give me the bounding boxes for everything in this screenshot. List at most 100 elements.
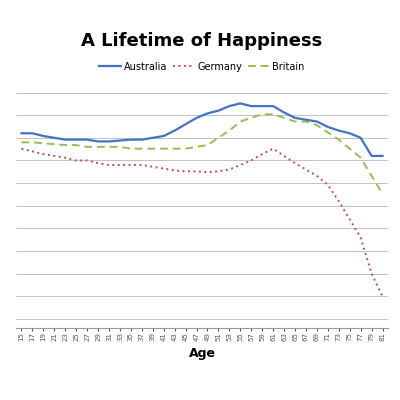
Germany xyxy=(369,271,374,276)
Britain xyxy=(96,144,100,149)
Germany xyxy=(150,164,155,169)
Germany xyxy=(380,294,385,299)
Britain xyxy=(172,146,177,151)
Germany xyxy=(205,170,210,175)
Australia xyxy=(172,128,177,133)
Germany xyxy=(19,146,24,151)
Germany xyxy=(347,217,352,222)
Australia xyxy=(118,138,122,143)
Australia xyxy=(249,104,254,108)
Germany xyxy=(106,162,111,167)
Australia xyxy=(85,137,90,142)
Australia xyxy=(304,117,308,122)
Britain xyxy=(118,144,122,149)
Britain xyxy=(282,116,286,120)
Australia xyxy=(161,134,166,138)
Britain xyxy=(30,140,35,145)
Australia xyxy=(336,128,341,133)
Germany xyxy=(63,155,68,160)
Australia xyxy=(326,124,330,129)
Britain xyxy=(358,155,363,160)
Britain xyxy=(183,146,188,151)
Line: Germany: Germany xyxy=(22,149,382,296)
Germany xyxy=(227,167,232,172)
Britain xyxy=(271,112,276,117)
Australia xyxy=(19,131,24,136)
Britain xyxy=(293,119,298,124)
Britain xyxy=(63,143,68,148)
X-axis label: Age: Age xyxy=(188,347,216,360)
Britain xyxy=(249,116,254,120)
Britain xyxy=(74,143,78,148)
Germany xyxy=(183,169,188,174)
Germany xyxy=(304,167,308,172)
Germany xyxy=(216,169,221,174)
Australia xyxy=(74,137,78,142)
Australia xyxy=(216,108,221,113)
Australia xyxy=(30,131,35,136)
Britain xyxy=(52,142,57,146)
Germany xyxy=(238,162,243,167)
Britain xyxy=(369,174,374,178)
Germany xyxy=(161,166,166,171)
Britain xyxy=(380,192,385,196)
Line: Britain: Britain xyxy=(22,114,382,194)
Britain xyxy=(347,146,352,151)
Germany xyxy=(336,199,341,204)
Germany xyxy=(52,154,57,158)
Australia xyxy=(205,111,210,116)
Australia xyxy=(183,122,188,127)
Britain xyxy=(336,137,341,142)
Germany xyxy=(140,162,144,167)
Australia xyxy=(106,139,111,144)
Australia xyxy=(369,154,374,158)
Australia xyxy=(150,136,155,140)
Germany xyxy=(128,162,133,167)
Germany xyxy=(326,182,330,187)
Australia xyxy=(358,136,363,140)
Britain xyxy=(41,141,46,146)
Britain xyxy=(106,144,111,149)
Britain xyxy=(260,112,264,117)
Australia xyxy=(238,101,243,106)
Australia xyxy=(128,137,133,142)
Britain xyxy=(304,119,308,124)
Germany xyxy=(85,158,90,163)
Legend: Australia, Germany, Britain: Australia, Germany, Britain xyxy=(99,62,305,72)
Australia xyxy=(347,131,352,136)
Australia xyxy=(260,104,264,108)
Australia xyxy=(140,137,144,142)
Britain xyxy=(161,146,166,151)
Australia xyxy=(96,139,100,144)
Germany xyxy=(260,152,264,156)
Australia xyxy=(41,134,46,138)
Germany xyxy=(194,169,199,174)
Line: Australia: Australia xyxy=(22,103,382,156)
Germany xyxy=(96,161,100,166)
Title: A Lifetime of Happiness: A Lifetime of Happiness xyxy=(81,32,323,50)
Germany xyxy=(282,154,286,158)
Australia xyxy=(52,136,57,140)
Australia xyxy=(380,154,385,158)
Britain xyxy=(140,146,144,151)
Germany xyxy=(271,146,276,151)
Germany xyxy=(41,152,46,156)
Britain xyxy=(314,123,319,128)
Britain xyxy=(238,119,243,124)
Britain xyxy=(194,144,199,149)
Australia xyxy=(293,116,298,120)
Britain xyxy=(216,136,221,140)
Britain xyxy=(205,143,210,148)
Australia xyxy=(271,104,276,108)
Australia xyxy=(194,116,199,120)
Britain xyxy=(150,146,155,151)
Britain xyxy=(128,146,133,151)
Germany xyxy=(74,158,78,163)
Germany xyxy=(249,158,254,163)
Britain xyxy=(227,128,232,133)
Britain xyxy=(326,130,330,135)
Germany xyxy=(293,161,298,166)
Britain xyxy=(19,140,24,145)
Germany xyxy=(118,162,122,167)
Australia xyxy=(63,137,68,142)
